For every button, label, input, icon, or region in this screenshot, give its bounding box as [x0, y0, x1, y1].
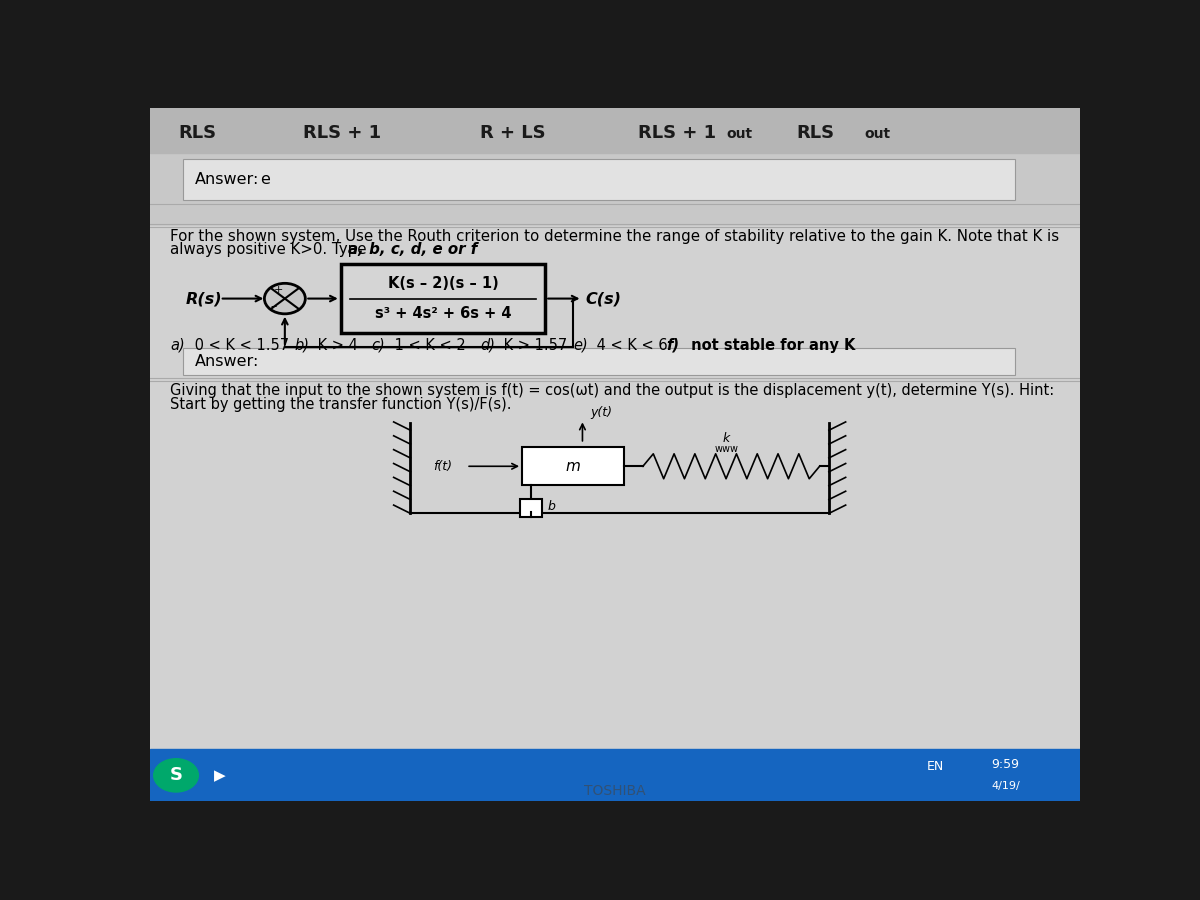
Bar	[520, 500, 542, 517]
Text: 1 < K < 2: 1 < K < 2	[390, 338, 466, 353]
Text: RLS + 1: RLS + 1	[638, 124, 716, 142]
Text: TOSHIBA: TOSHIBA	[584, 784, 646, 797]
Text: a): a)	[170, 338, 185, 353]
Bar	[182, 348, 1015, 374]
Bar	[341, 264, 545, 333]
Text: For the shown system, Use the Routh criterion to determine the range of stabilit: For the shown system, Use the Routh crit…	[170, 229, 1060, 244]
Text: Answer:: Answer:	[194, 354, 259, 369]
Text: C(s): C(s)	[586, 291, 622, 306]
Bar	[522, 447, 624, 485]
Text: 4/19/: 4/19/	[991, 781, 1020, 791]
Text: m: m	[565, 459, 581, 473]
Text: 4 < K < 6: 4 < K < 6	[592, 338, 667, 353]
Text: always positive K>0. Type: always positive K>0. Type	[170, 242, 372, 256]
Text: s³ + 4s² + 6s + 4: s³ + 4s² + 6s + 4	[374, 306, 511, 321]
Text: EN: EN	[928, 760, 944, 773]
Circle shape	[154, 759, 198, 792]
Bar	[150, 749, 1080, 801]
Text: RLS + 1: RLS + 1	[304, 124, 382, 142]
Text: f(t): f(t)	[433, 460, 452, 473]
Text: k: k	[722, 432, 731, 446]
Text: a, b, c, d, e or f: a, b, c, d, e or f	[348, 242, 478, 256]
Text: S: S	[169, 767, 182, 785]
Text: b): b)	[294, 338, 310, 353]
Text: c): c)	[371, 338, 385, 353]
Text: Start by getting the transfer function Y(s)/F(s).: Start by getting the transfer function Y…	[170, 397, 512, 412]
Text: e): e)	[574, 338, 588, 353]
Text: RLS: RLS	[178, 124, 216, 142]
Text: Giving that the input to the shown system is f(t) = cos(ωt) and the output is th: Giving that the input to the shown syste…	[170, 383, 1055, 398]
Text: ▶: ▶	[214, 768, 226, 783]
Text: www: www	[715, 444, 739, 454]
Text: y(t): y(t)	[590, 406, 612, 419]
Bar	[182, 158, 1015, 200]
Text: R + LS: R + LS	[480, 124, 546, 142]
Circle shape	[264, 284, 305, 314]
Text: K > 4: K > 4	[313, 338, 358, 353]
Text: Answer:: Answer:	[194, 172, 259, 187]
Text: K > 1.57: K > 1.57	[499, 338, 568, 353]
Text: RLS: RLS	[797, 124, 834, 142]
Text: d): d)	[480, 338, 496, 353]
Bar	[182, 158, 1015, 200]
Text: e: e	[259, 172, 270, 187]
Text: 9:59: 9:59	[991, 759, 1020, 771]
Text: out: out	[727, 127, 752, 141]
Text: 0 < K < 1.57: 0 < K < 1.57	[190, 338, 289, 353]
Text: not stable for any K: not stable for any K	[685, 338, 856, 353]
Text: out: out	[864, 127, 890, 141]
Bar	[150, 226, 1080, 749]
Text: K(s – 2)(s – 1): K(s – 2)(s – 1)	[388, 275, 498, 291]
Text: f): f)	[666, 338, 679, 353]
Bar	[150, 108, 1080, 153]
Text: b: b	[548, 500, 556, 513]
Text: –: –	[270, 301, 277, 313]
Text: +: +	[274, 285, 283, 295]
Text: R(s): R(s)	[185, 291, 222, 306]
